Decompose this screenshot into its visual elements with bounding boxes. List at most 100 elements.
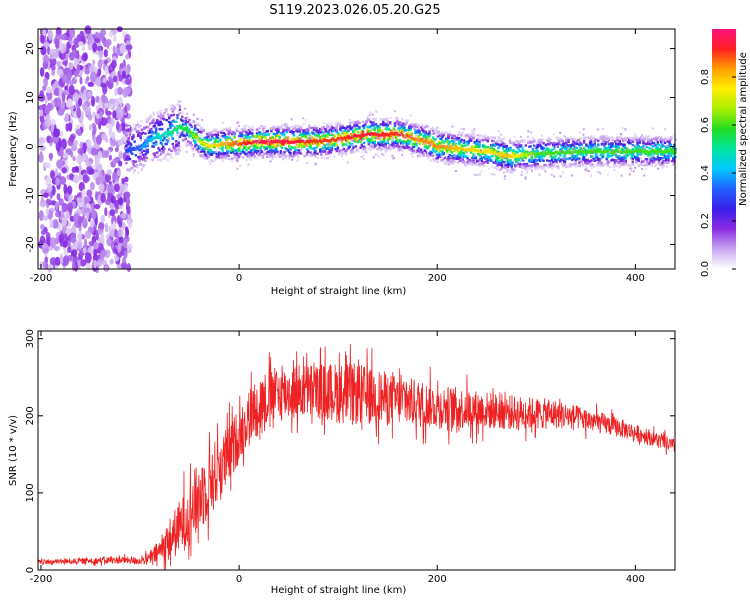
spectrogram-cell — [597, 143, 600, 146]
spectrogram-cell — [377, 131, 380, 135]
spectrogram-cell — [276, 150, 279, 153]
spectrogram-cell — [187, 130, 190, 134]
spectrogram-cell — [590, 146, 593, 149]
spectrogram-cell — [436, 160, 439, 163]
spectrogram-cell — [246, 146, 249, 150]
noise-cell — [55, 177, 60, 186]
spectrogram-cell — [298, 140, 301, 144]
noise-cell — [58, 233, 64, 244]
spectrogram-cell — [620, 156, 624, 159]
spectrogram-cell — [490, 151, 493, 155]
spectrogram-cell — [326, 135, 329, 138]
spectrogram-cell — [572, 144, 575, 147]
spectrogram-cell — [428, 130, 431, 133]
spectrogram-cell — [130, 160, 133, 163]
spectrogram-cell — [655, 149, 658, 153]
spectrogram-cell — [272, 143, 275, 146]
spectrogram-cell — [364, 147, 367, 150]
spectrogram-cell — [176, 141, 179, 144]
noise-cell — [98, 183, 105, 192]
spectrogram-cell — [624, 157, 627, 160]
spectrogram-cell — [448, 141, 451, 144]
spectrogram-cell — [255, 129, 258, 132]
spectrogram-cell — [632, 138, 636, 141]
spectrogram-cell — [641, 134, 643, 137]
spectrogram-cell — [448, 134, 451, 137]
spectrogram-cell — [128, 145, 132, 149]
spectrogram-cell — [443, 160, 447, 164]
spectrogram-cell — [232, 133, 235, 136]
spectrogram-cell — [566, 143, 569, 147]
noise-cell — [49, 237, 57, 248]
spectrogram-cell — [171, 137, 174, 140]
noise-cell — [62, 240, 68, 248]
spectrogram-cell — [452, 146, 455, 150]
spectrogram-cell — [503, 175, 506, 178]
noise-cell — [96, 113, 100, 120]
spectrogram-cell — [474, 149, 477, 153]
spectrogram-cell — [411, 151, 415, 154]
spectrogram-cell — [387, 137, 391, 140]
spectrogram-cell — [535, 159, 538, 162]
spectrogram-cell — [548, 159, 551, 163]
spectrogram-cell — [234, 141, 237, 145]
spectrogram-cell — [631, 140, 634, 143]
spectrogram-cell — [527, 138, 530, 142]
spectrogram-cell — [291, 155, 294, 158]
spectrogram-cell — [547, 151, 550, 155]
noise-cell — [110, 139, 117, 147]
spectrogram-cell — [582, 156, 586, 159]
spectrogram-cell — [260, 124, 264, 128]
spectrogram-cell — [650, 164, 653, 167]
spectrogram-cell — [168, 140, 171, 143]
noise-cell — [84, 252, 92, 264]
spectrogram-cell — [192, 133, 196, 137]
spectrogram-cell — [410, 152, 413, 155]
spectrogram-cell — [139, 136, 142, 139]
spectrogram-cell — [668, 146, 671, 149]
spectrogram-cell — [561, 150, 564, 153]
spectrogram-cell — [548, 151, 551, 155]
spectrogram-cell — [252, 152, 255, 155]
spectrogram-cell — [347, 136, 350, 140]
spectrogram-cell — [616, 138, 619, 142]
noise-cell — [43, 162, 51, 169]
spectrogram-cell — [611, 150, 614, 154]
spectrogram-cell — [492, 152, 495, 156]
noise-cell — [68, 122, 73, 132]
noise-cell — [86, 261, 91, 270]
spectrogram-cell — [227, 154, 230, 158]
spectrogram-cell — [241, 148, 245, 151]
spectrogram-cell — [653, 157, 656, 160]
spectrogram-cell — [532, 144, 536, 147]
spectrogram-cell — [349, 136, 353, 140]
spectrogram-cell — [385, 148, 388, 152]
spectrogram-cell — [536, 150, 539, 154]
spectrogram-cell — [210, 137, 213, 140]
spectrogram-cell — [146, 141, 149, 145]
spectrogram-cell — [364, 148, 367, 151]
noise-cell — [127, 219, 133, 229]
spectrogram-cell — [165, 142, 168, 146]
spectrogram-cell — [283, 140, 286, 143]
noise-cell — [113, 75, 118, 83]
spectrogram-cell — [423, 126, 426, 129]
spectrogram-cell — [315, 142, 318, 145]
spectrogram-cell — [156, 118, 159, 122]
spectrogram-cell — [571, 153, 574, 156]
spectrogram-cell — [522, 166, 525, 169]
spectrogram-cell — [459, 159, 462, 162]
noise-cell — [74, 49, 79, 60]
spectrogram-cell — [192, 146, 196, 149]
spectrogram-cell — [229, 142, 232, 146]
spectrogram-cell — [606, 164, 609, 167]
spectrogram-cell — [554, 155, 557, 158]
spectrogram-cell — [242, 125, 246, 128]
spectrogram-cell — [649, 150, 652, 154]
spectrogram-cell — [339, 137, 342, 141]
spectrogram-cell — [536, 165, 539, 168]
spectrogram-cell — [377, 154, 380, 157]
spectrogram-cell — [504, 151, 507, 155]
spectrogram-cell — [519, 153, 523, 157]
spectrogram-cell — [343, 152, 347, 155]
